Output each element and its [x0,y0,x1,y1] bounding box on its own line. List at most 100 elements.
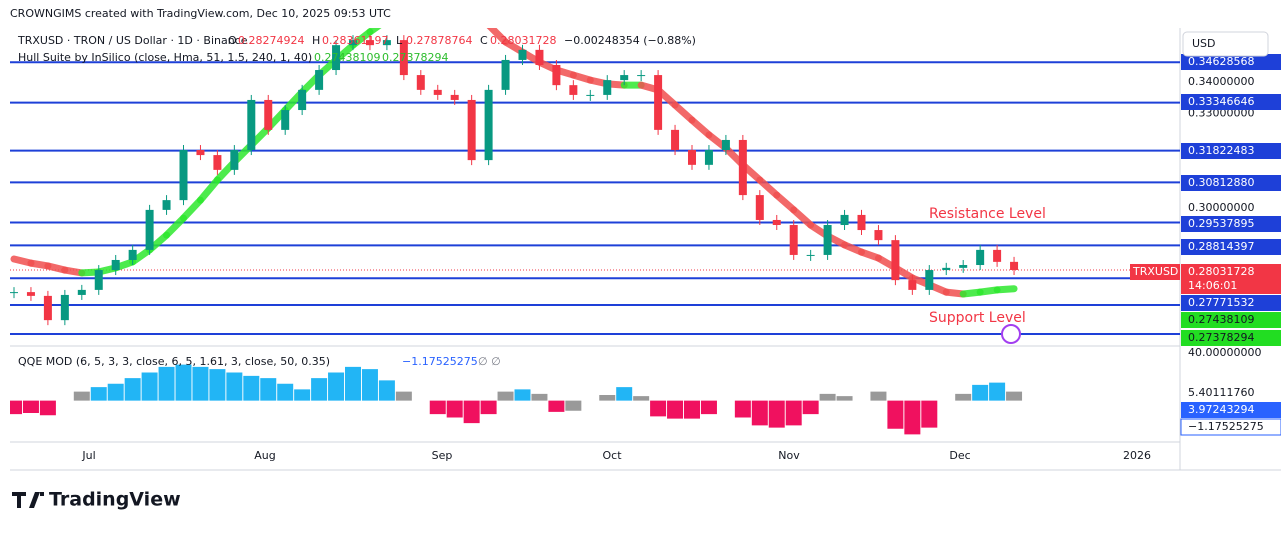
candle [196,150,205,156]
hull-segment [438,12,455,14]
ohlc: O [228,34,237,47]
qqe-label-bg [1181,402,1281,418]
y-tick-label: 0.30000000 [1188,201,1254,214]
level-label: 0.34628568 [1188,55,1254,68]
candle [416,75,425,90]
x-tick-label: 2026 [1123,449,1151,462]
qqe-bar [158,366,175,401]
qqe-bar [73,391,90,401]
hull-segment [163,214,187,239]
ohlc: H [312,34,320,47]
ohlc: 0.28274924 [238,34,304,47]
qqe-axis-label: 40.00000000 [1188,346,1261,359]
candle [450,94,459,100]
qqe-bar [243,375,260,401]
currency-button[interactable] [1182,31,1269,57]
candle [535,49,544,65]
icons: ∅ ∅ [478,355,501,368]
candle [111,259,120,271]
qqe-axis-label: 3.97243294 [1188,403,1254,416]
qqe-axis-label: 5.40111760 [1188,386,1254,399]
qqe-bar [395,391,412,401]
qqe-bar [785,400,802,426]
price-axis: 0.340000000.330000000.300000000.34628568… [1180,54,1281,436]
annotation: Support Level [929,310,1026,326]
candle [162,200,171,210]
x-tick-label: Dec [949,449,970,462]
qqe-bar [10,400,22,415]
level-label-bg [1181,175,1281,191]
price-tag-bg [1181,264,1281,294]
qqe-bar [734,400,751,418]
candle [976,249,985,266]
x-tick-label: Jul [81,449,95,462]
qqe-bar [531,393,548,401]
ohlc: 0.28031728 [490,34,556,47]
hull-segment [773,191,798,214]
qqe-bar [955,393,972,401]
qqe-pane [10,364,1023,435]
logo-text: TradingView [49,489,181,511]
qqe-bar [802,400,819,415]
candle [230,150,239,170]
level-label-bg [1181,54,1281,70]
candle [654,75,663,130]
ohlc: C [480,34,488,47]
qqe-bar [768,400,785,428]
qqe-bar [345,366,361,401]
qqe-bar [209,369,226,401]
candle [806,254,815,256]
candle [26,292,35,296]
qqe-bar [328,372,345,401]
level-label: 0.31822483 [1188,144,1254,157]
candle [857,214,866,231]
candle [94,270,103,290]
hull-segment [366,28,382,36]
annotation: Resistance Level [929,206,1046,222]
alert-icon[interactable] [1001,324,1021,344]
hull-segment [455,14,472,18]
candle [959,265,968,268]
candle [399,40,408,76]
candle [501,59,510,90]
candle [484,89,493,161]
qqe-bar [836,396,853,401]
x-tick-label: Aug [254,449,275,462]
hull-segment [404,12,421,15]
qqe-value: −1.17525275 [402,355,478,368]
credit: CROWNGIMS created with TradingView.com, … [10,7,391,20]
qqe-bar [887,400,904,429]
y-tick-label: 0.34000000 [1188,75,1254,88]
qqe-bar [819,393,836,401]
level-label: 0.29537895 [1188,217,1254,230]
candle [738,139,747,196]
qqe-bar [446,400,463,418]
x-tick-label: Nov [778,449,800,462]
qqe-bar [226,372,243,401]
candle [247,99,256,151]
hull-segment [486,28,491,29]
candle [772,219,781,226]
qqe-bar [192,366,209,401]
candle [332,45,341,71]
candle [908,280,917,290]
currency[interactable]: USD [1192,37,1216,50]
candle [10,292,18,294]
candle [942,267,951,271]
countdown: 14:06:01 [1188,279,1237,292]
candle [433,89,442,95]
qqe-bar [107,383,124,401]
qqe-bar [124,378,141,401]
qqe-bar [667,400,684,419]
hull-label-bg [1181,330,1281,346]
qqe-bar [141,372,158,401]
level-label-bg [1181,216,1281,232]
ohlc: 0.27878764 [406,34,472,47]
candle [620,75,629,81]
candle [755,195,764,220]
candle [688,150,696,165]
hull-segment [688,116,713,139]
hull-segment [790,206,815,229]
qqe-bar [904,400,921,435]
